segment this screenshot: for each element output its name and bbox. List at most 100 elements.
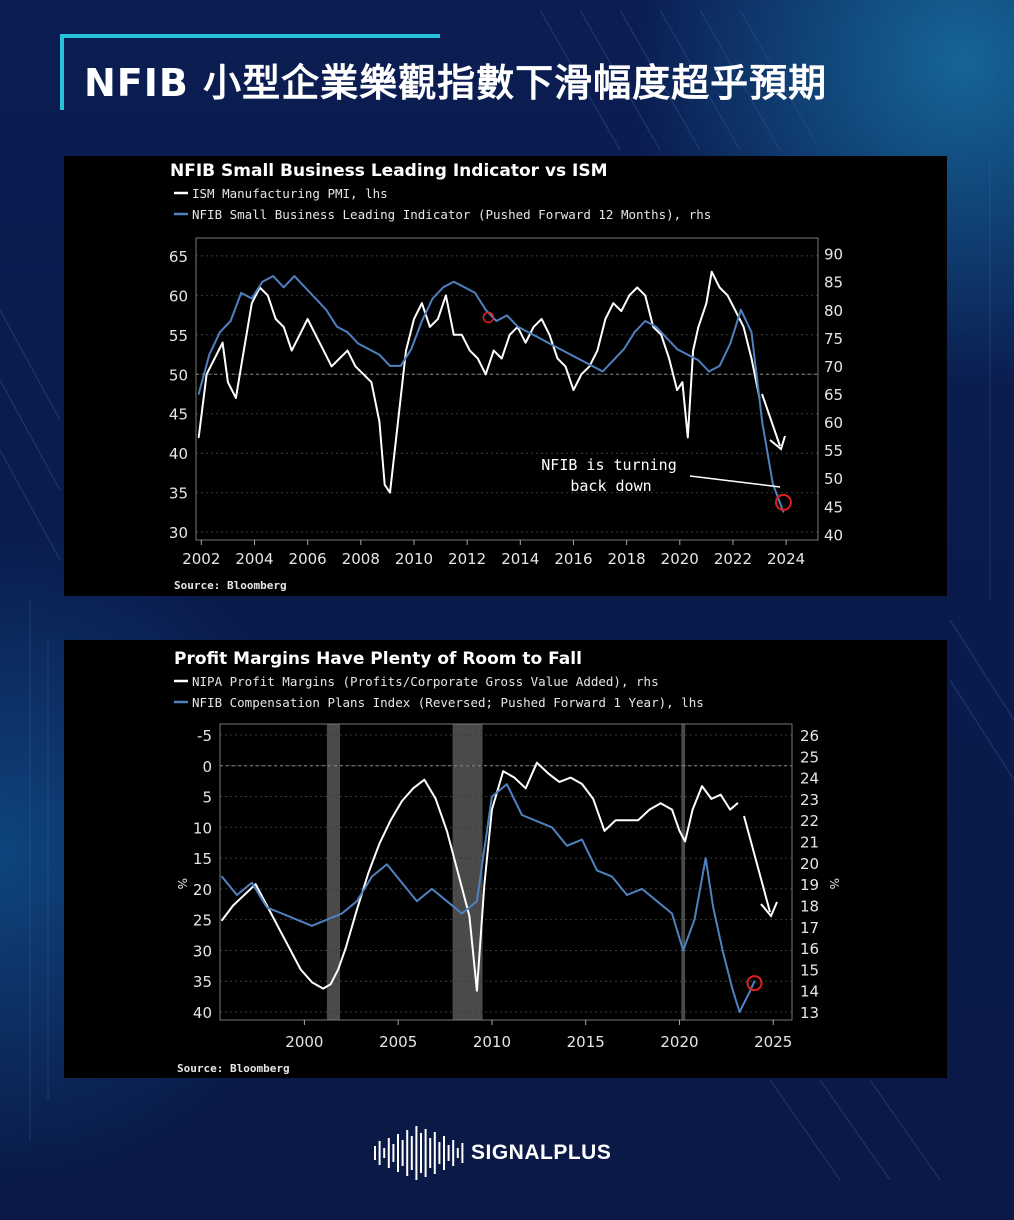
data-point-s2: [236, 894, 238, 896]
y-right-tick-label: 18: [800, 897, 819, 915]
data-point-s1: [524, 341, 527, 344]
data-point-s2: [336, 325, 338, 328]
data-point-s1: [243, 894, 246, 896]
data-point-s2: [748, 992, 750, 995]
data-point-s1: [299, 968, 302, 971]
data-point-s2: [671, 912, 673, 915]
data-point-s2: [341, 912, 343, 915]
data-point-s2: [367, 348, 370, 350]
y-left-tick-label: 35: [193, 973, 212, 991]
data-point-s2: [761, 421, 763, 423]
data-point-s1: [604, 318, 607, 320]
annotation-arrow: [689, 475, 781, 488]
data-point-s2: [293, 275, 296, 277]
data-point-s1: [322, 987, 324, 990]
data-point-s1: [405, 349, 407, 352]
data-point-s1: [500, 357, 503, 360]
annotation-line-1: NFIB is turning: [541, 456, 676, 474]
signalplus-logo-icon: [374, 1126, 464, 1180]
data-point-s2: [782, 511, 785, 513]
data-point-s2: [495, 320, 498, 322]
data-point-s1: [356, 908, 358, 911]
data-point-s2: [326, 918, 328, 921]
data-point-s2: [304, 286, 306, 289]
legend-label-2: NFIB Small Business Leading Indicator (P…: [192, 207, 711, 222]
y-left-tick-label: 15: [193, 850, 212, 868]
x-tick-label: 2020: [660, 1033, 698, 1051]
data-point-s1: [383, 483, 386, 486]
x-tick-label: 2004: [235, 550, 273, 568]
trend-arrow-head: [760, 901, 778, 918]
data-point-s2: [281, 912, 283, 915]
data-point-s2: [208, 353, 211, 356]
y-right-tick-label: 13: [800, 1004, 819, 1022]
data-point-s1: [692, 349, 694, 352]
data-point-s2: [676, 348, 678, 350]
data-point-s1: [701, 785, 703, 787]
data-point-s1: [532, 326, 535, 328]
data-point-s1: [254, 883, 257, 885]
y-right-tick-label: 45: [824, 498, 843, 516]
data-point-s1: [644, 294, 647, 297]
data-point-s1: [290, 349, 293, 352]
data-point-s2: [569, 353, 572, 356]
data-point-s1: [558, 781, 561, 783]
y-left-tick-label: 20: [193, 881, 212, 899]
chart-panel-profit-margins: Profit Margins Have Plenty of Room to Fa…: [64, 640, 947, 1078]
data-point-s2: [516, 325, 519, 328]
x-tick-label: 2008: [342, 550, 380, 568]
data-point-s2: [431, 888, 433, 890]
data-point-s1: [636, 286, 639, 289]
data-point-s2: [623, 348, 625, 350]
y-left-tick-label: 5: [202, 789, 212, 807]
y-right-tick-label: 25: [800, 748, 819, 766]
source-label: Source: Bloomberg: [174, 579, 287, 592]
data-point-s1: [684, 840, 686, 843]
data-point-s1: [659, 802, 662, 804]
data-point-s1: [596, 349, 599, 352]
data-point-s2: [738, 1011, 741, 1013]
data-point-s2: [346, 331, 349, 334]
data-point-s2: [399, 365, 402, 367]
y-left-tick-label: 45: [169, 406, 188, 424]
series-line-1: [197, 270, 761, 494]
data-point-s2: [442, 286, 445, 289]
data-point-s1: [354, 365, 357, 368]
data-point-s1: [277, 925, 279, 928]
data-point-s2: [416, 900, 418, 902]
highlight-circle-red: [774, 493, 792, 511]
data-point-s1: [726, 294, 729, 297]
data-point-s1: [197, 436, 200, 439]
trend-arrow-shaft: [761, 393, 781, 447]
legend-label-1: NIPA Profit Margins (Profits/Corporate G…: [192, 674, 659, 689]
data-point-s2: [591, 365, 593, 367]
data-point-s2: [296, 918, 298, 921]
data-point-s2: [357, 342, 359, 345]
data-point-s1: [329, 983, 332, 986]
y-right-tick-label: 40: [824, 526, 843, 544]
y-left-unit: %: [175, 878, 189, 889]
data-point-s2: [356, 900, 358, 902]
y-right-tick-label: 75: [824, 330, 843, 348]
data-point-s2: [641, 888, 643, 890]
data-point-s1: [429, 326, 431, 328]
data-point-s2: [718, 365, 721, 367]
data-point-s1: [686, 436, 689, 439]
data-point-s1: [660, 334, 662, 336]
data-point-s2: [386, 863, 388, 866]
data-point-s1: [476, 989, 478, 992]
data-point-s1: [476, 357, 479, 360]
y-left-tick-label: 35: [169, 485, 188, 503]
data-point-s2: [463, 286, 466, 289]
data-point-s2: [704, 857, 707, 859]
data-point-s1: [547, 772, 549, 775]
data-point-s1: [288, 947, 291, 949]
data-point-s1: [389, 491, 391, 494]
data-point-s1: [446, 830, 448, 832]
data-point-s2: [197, 393, 200, 395]
data-point-s1: [736, 802, 739, 804]
data-point-s1: [581, 783, 583, 785]
chart-title: Profit Margins Have Plenty of Room to Fa…: [174, 649, 582, 669]
data-point-s2: [655, 325, 657, 328]
data-point-s2: [325, 308, 328, 311]
